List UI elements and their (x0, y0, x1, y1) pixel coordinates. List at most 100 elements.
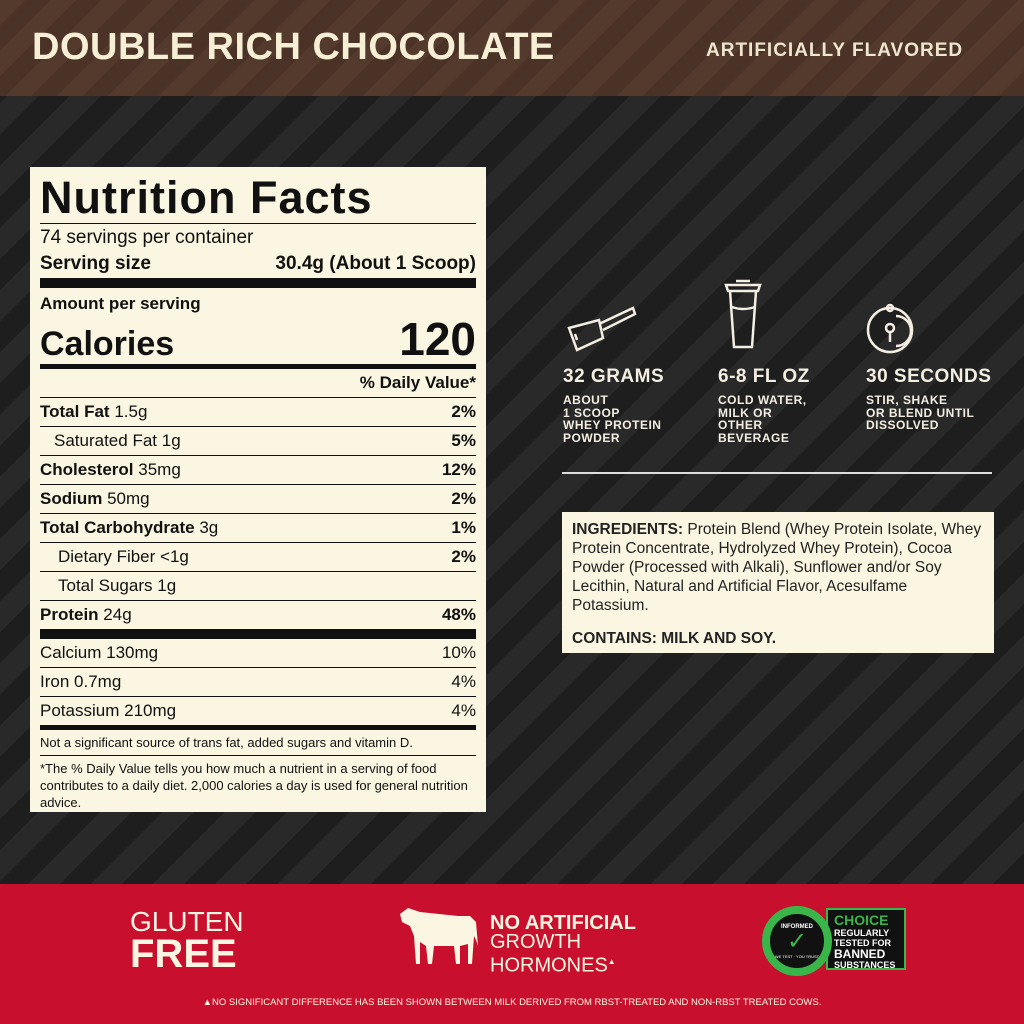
prep-step: 30 SECONDS STIR, SHAKE OR BLEND UNTIL DISSO… (866, 290, 1006, 432)
nutrient-amount: 1.5g (114, 402, 148, 421)
cow-icon (400, 908, 478, 964)
nutrient-dv: 2% (451, 402, 476, 421)
informed-choice-badge: CHOICE REGULARLY TESTED FOR BANNED SUBST… (762, 906, 908, 976)
hormones-line-2: GROWTH (490, 931, 582, 953)
mineral-amount: 0.7mg (74, 672, 122, 691)
choice-line: SUBSTANCES (834, 960, 896, 970)
nutrient-name: Dietary Fiber (58, 547, 156, 566)
nutrition-note: Not a significant source of trans fat, a… (40, 730, 476, 756)
nutrient-row: Cholesterol 35mg 12% (40, 456, 476, 485)
nutrient-amount: 1g (157, 576, 177, 595)
step-line: 1 SCOOP (563, 405, 620, 420)
flavor-title: DOUBLE RICH CHOCOLATE (32, 26, 555, 68)
mineral-row: Potassium 210mg 4% (40, 697, 476, 730)
mineral-name: Calcium (40, 643, 102, 662)
prep-step: 32 GRAMS ABOUT 1 SCOOP WHEY PROTEIN POWDER (563, 290, 703, 444)
ingredients-text: INGREDIENTS: Protein Blend (Whey Protein… (572, 520, 984, 615)
serving-size: Serving size 30.4g (About 1 Scoop) (40, 250, 476, 288)
prep-step: 6-8 FL OZ COLD WATER, MILK OR OTHER BEVERAGE (718, 279, 858, 445)
badge-banner: GLUTEN FREE NO ARTIFICIAL GROWTH HORMONE… (0, 884, 1024, 1024)
nutrient-amount: 1g (161, 431, 181, 450)
gluten-free-badge: GLUTEN FREE (130, 906, 244, 976)
step-title: 6-8 FL OZ (718, 366, 810, 387)
timer-icon (866, 290, 1006, 358)
no-hormones-badge: NO ARTIFICIAL GROWTH HORMONES▲ (490, 912, 636, 977)
nutrient-amount: 50mg (107, 489, 150, 508)
nutrient-name: Total Carbohydrate (40, 518, 195, 537)
informed-sub: WE TEST · YOU TRUST (774, 953, 820, 959)
nutrient-name: Sodium (40, 489, 103, 508)
nutrition-title: Nutrition Facts (40, 173, 476, 224)
nutrient-name: Saturated Fat (54, 431, 158, 450)
mineral-name: Potassium (40, 701, 120, 720)
gluten-text: GLUTEN (130, 906, 244, 937)
amount-label: Amount per serving (40, 294, 201, 313)
calories-row: Calories 120 (40, 314, 476, 369)
nutrition-footnote: *The % Daily Value tells you how much a … (40, 761, 468, 810)
nutrition-facts-label: Nutrition Facts 74 servings per containe… (30, 167, 486, 812)
calories-label: Calories (40, 325, 175, 363)
servings: 74 servings per container (40, 227, 254, 248)
nutrient-dv: 5% (451, 431, 476, 450)
calories-value: 120 (399, 313, 476, 365)
step-line: STIR, SHAKE (866, 393, 948, 407)
ingredients-list: Protein Blend (Whey Protein Isolate, Whe… (572, 521, 982, 614)
step-title: 32 GRAMS (563, 366, 665, 387)
hormones-line-1: NO ARTIFICIAL (490, 912, 636, 934)
step-line: OR BLEND UNTIL (866, 405, 975, 420)
mineral-dv: 4% (451, 701, 476, 720)
nutrient-dv: 1% (451, 518, 476, 537)
mineral-amount: 210mg (124, 701, 177, 720)
nutrient-row: Sodium 50mg 2% (40, 485, 476, 514)
free-text: FREE (130, 932, 237, 976)
step-line: OTHER (718, 418, 763, 432)
nutrient-amount: 3g (199, 518, 219, 537)
flavor-note: ARTIFICIALLY FLAVORED (706, 40, 964, 61)
mineral-row: Iron 0.7mg 4% (40, 668, 476, 697)
serving-label: Serving size (40, 253, 151, 274)
checkmark-icon: ✓ (786, 927, 808, 955)
step-line: WHEY PROTEIN (563, 418, 662, 432)
nutrient-row: Saturated Fat 1g 5% (40, 427, 476, 456)
step-line: ABOUT (563, 393, 609, 407)
allergens: CONTAINS: MILK AND SOY. (572, 630, 777, 647)
ingredients-panel: INGREDIENTS: Protein Blend (Whey Protein… (562, 512, 994, 653)
choice-line: REGULARLY (834, 928, 890, 938)
nutrient-row: Total Carbohydrate 3g 1% (40, 514, 476, 543)
nutrient-row: Dietary Fiber <1g 2% (40, 543, 476, 572)
nutrient-row: Protein 24g 48% (40, 601, 476, 639)
nutrient-name: Cholesterol (40, 460, 134, 479)
choice-text: CHOICE (834, 912, 889, 928)
mineral-dv: 4% (451, 672, 476, 691)
mineral-row: Calcium 130mg 10% (40, 639, 476, 668)
step-line: COLD WATER, (718, 393, 807, 407)
dv-header: % Daily Value* (40, 369, 476, 398)
nutrient-amount: 24g (103, 605, 132, 624)
step-line: DISSOLVED (866, 418, 939, 432)
nutrient-row: Total Sugars 1g (40, 572, 476, 601)
nutrient-dv: 12% (441, 460, 476, 479)
nutrient-row: Total Fat 1.5g 2% (40, 398, 476, 427)
header-banner: DOUBLE RICH CHOCOLATE ARTIFICIALLY FLAVO… (0, 0, 1024, 96)
divider (562, 472, 992, 474)
step-title: 30 SECONDS (866, 366, 992, 387)
step-line: POWDER (563, 430, 620, 445)
nutrient-name: Total Sugars (58, 576, 153, 595)
mineral-name: Iron (40, 672, 70, 691)
nutrient-name: Protein (40, 605, 99, 624)
nutrient-amount: 35mg (138, 460, 181, 479)
nutrient-dv: 48% (441, 605, 476, 624)
choice-line: TESTED FOR (834, 938, 892, 948)
mineral-dv: 10% (441, 643, 476, 662)
scoop-icon (563, 290, 703, 358)
ingredients-label: INGREDIENTS: (572, 521, 684, 538)
mineral-amount: 130mg (106, 643, 159, 662)
step-line: BEVERAGE (718, 430, 790, 445)
step-line: MILK OR (718, 405, 773, 420)
hormones-line-3: HORMONES (490, 954, 608, 977)
nutrient-dv: 2% (451, 547, 476, 566)
disclaimer: ▲NO SIGNIFICANT DIFFERENCE HAS BEEN SHOW… (202, 997, 822, 1008)
shaker-icon (718, 272, 858, 358)
informed-text: INFORMED (781, 923, 813, 930)
serving-value: 30.4g (About 1 Scoop) (275, 253, 476, 274)
